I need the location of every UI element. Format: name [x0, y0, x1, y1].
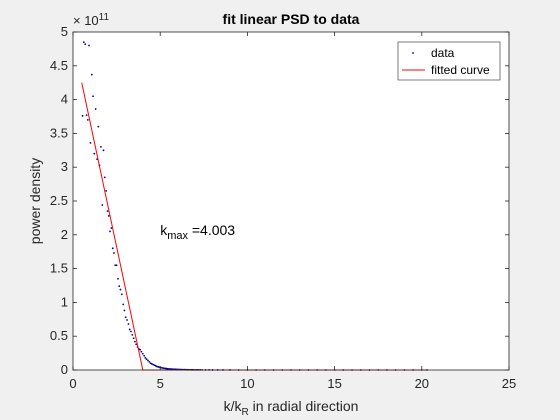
y-tick-label: 5 — [61, 24, 68, 39]
data-point — [147, 359, 149, 362]
data-point — [109, 230, 111, 233]
y-exponent-label: × 1011 — [73, 12, 109, 28]
data-point — [110, 227, 113, 229]
data-point — [166, 367, 169, 370]
data-point — [86, 118, 89, 121]
data-point — [161, 367, 164, 369]
data-point — [168, 367, 170, 370]
data-point — [145, 358, 148, 361]
data-point — [113, 252, 115, 254]
data-point — [144, 356, 147, 359]
data-point — [82, 41, 85, 44]
data-point — [122, 303, 125, 306]
x-tick-label: 5 — [157, 376, 164, 391]
data-point — [88, 44, 90, 47]
y-tick-label: 4.5 — [50, 58, 68, 73]
data-point — [101, 204, 104, 206]
data-point — [135, 343, 138, 346]
data-point — [143, 354, 146, 357]
x-tick-label: 0 — [69, 376, 76, 391]
data-point — [119, 288, 122, 291]
data-point — [134, 340, 136, 343]
data-point — [97, 125, 100, 128]
x-tick-label: 25 — [502, 376, 516, 391]
data-point — [126, 319, 128, 321]
y-tick-label: 2.5 — [50, 193, 68, 208]
data-point — [139, 348, 142, 351]
data-point — [106, 210, 109, 213]
data-point — [128, 328, 131, 331]
data-point — [84, 43, 87, 46]
data-point — [94, 108, 97, 110]
legend: data fitted curve — [397, 41, 501, 81]
x-axis-ticks: 0 5 10 15 20 25 — [69, 32, 516, 391]
data-point — [93, 152, 96, 155]
y-tick-label: 2 — [61, 227, 68, 242]
data-point — [111, 247, 114, 250]
legend-data-marker — [412, 52, 414, 54]
data-point — [124, 316, 127, 319]
data-point — [105, 189, 108, 192]
y-tick-label: 3 — [61, 159, 68, 174]
data-point — [152, 363, 155, 366]
data-point — [118, 285, 121, 288]
data-point — [156, 365, 158, 368]
data-point — [89, 141, 92, 144]
kmax-annotation: kmax =4.003 — [160, 222, 235, 242]
data-point — [107, 214, 110, 217]
data-point — [85, 114, 88, 117]
data-point — [132, 337, 135, 340]
y-tick-label: 1.5 — [50, 261, 68, 276]
x-tick-label: 15 — [327, 376, 341, 391]
y-tick-label: 0.5 — [50, 328, 68, 343]
y-tick-label: 0 — [61, 362, 68, 377]
plot-area — [73, 32, 509, 370]
data-point — [114, 264, 117, 267]
data-point — [92, 95, 94, 98]
data-point — [150, 363, 153, 365]
data-point — [120, 293, 123, 296]
legend-entry-data: data — [431, 46, 455, 60]
data-point — [131, 333, 134, 336]
y-tick-label: 4 — [61, 92, 68, 107]
data-point — [100, 146, 102, 148]
data-point — [81, 114, 84, 117]
data-point — [148, 360, 151, 363]
y-axis-ticks: 0 0.5 1 1.5 2 2.5 3 3.5 4 4.5 5 — [50, 24, 509, 377]
y-tick-label: 3.5 — [50, 125, 68, 140]
data-point — [103, 176, 106, 179]
data-point — [130, 330, 132, 333]
data-point — [90, 73, 93, 76]
data-point — [157, 366, 160, 368]
data-point — [102, 149, 105, 152]
data-point — [140, 350, 143, 353]
data-point — [162, 367, 165, 370]
y-tick-label: 1 — [61, 294, 68, 309]
data-point — [127, 323, 130, 325]
data-point — [123, 309, 126, 312]
x-axis-label: k/kR in radial direction — [224, 398, 359, 418]
data-point — [117, 277, 119, 280]
y-axis-label: power density — [27, 158, 43, 244]
x-tick-label: 20 — [415, 376, 429, 391]
data-point — [115, 264, 118, 267]
data-point — [141, 352, 144, 355]
legend-entry-fitted-curve: fitted curve — [431, 63, 490, 77]
x-tick-label: 10 — [240, 376, 254, 391]
chart-title: fit linear PSD to data — [223, 11, 360, 27]
legend-box — [397, 41, 501, 81]
